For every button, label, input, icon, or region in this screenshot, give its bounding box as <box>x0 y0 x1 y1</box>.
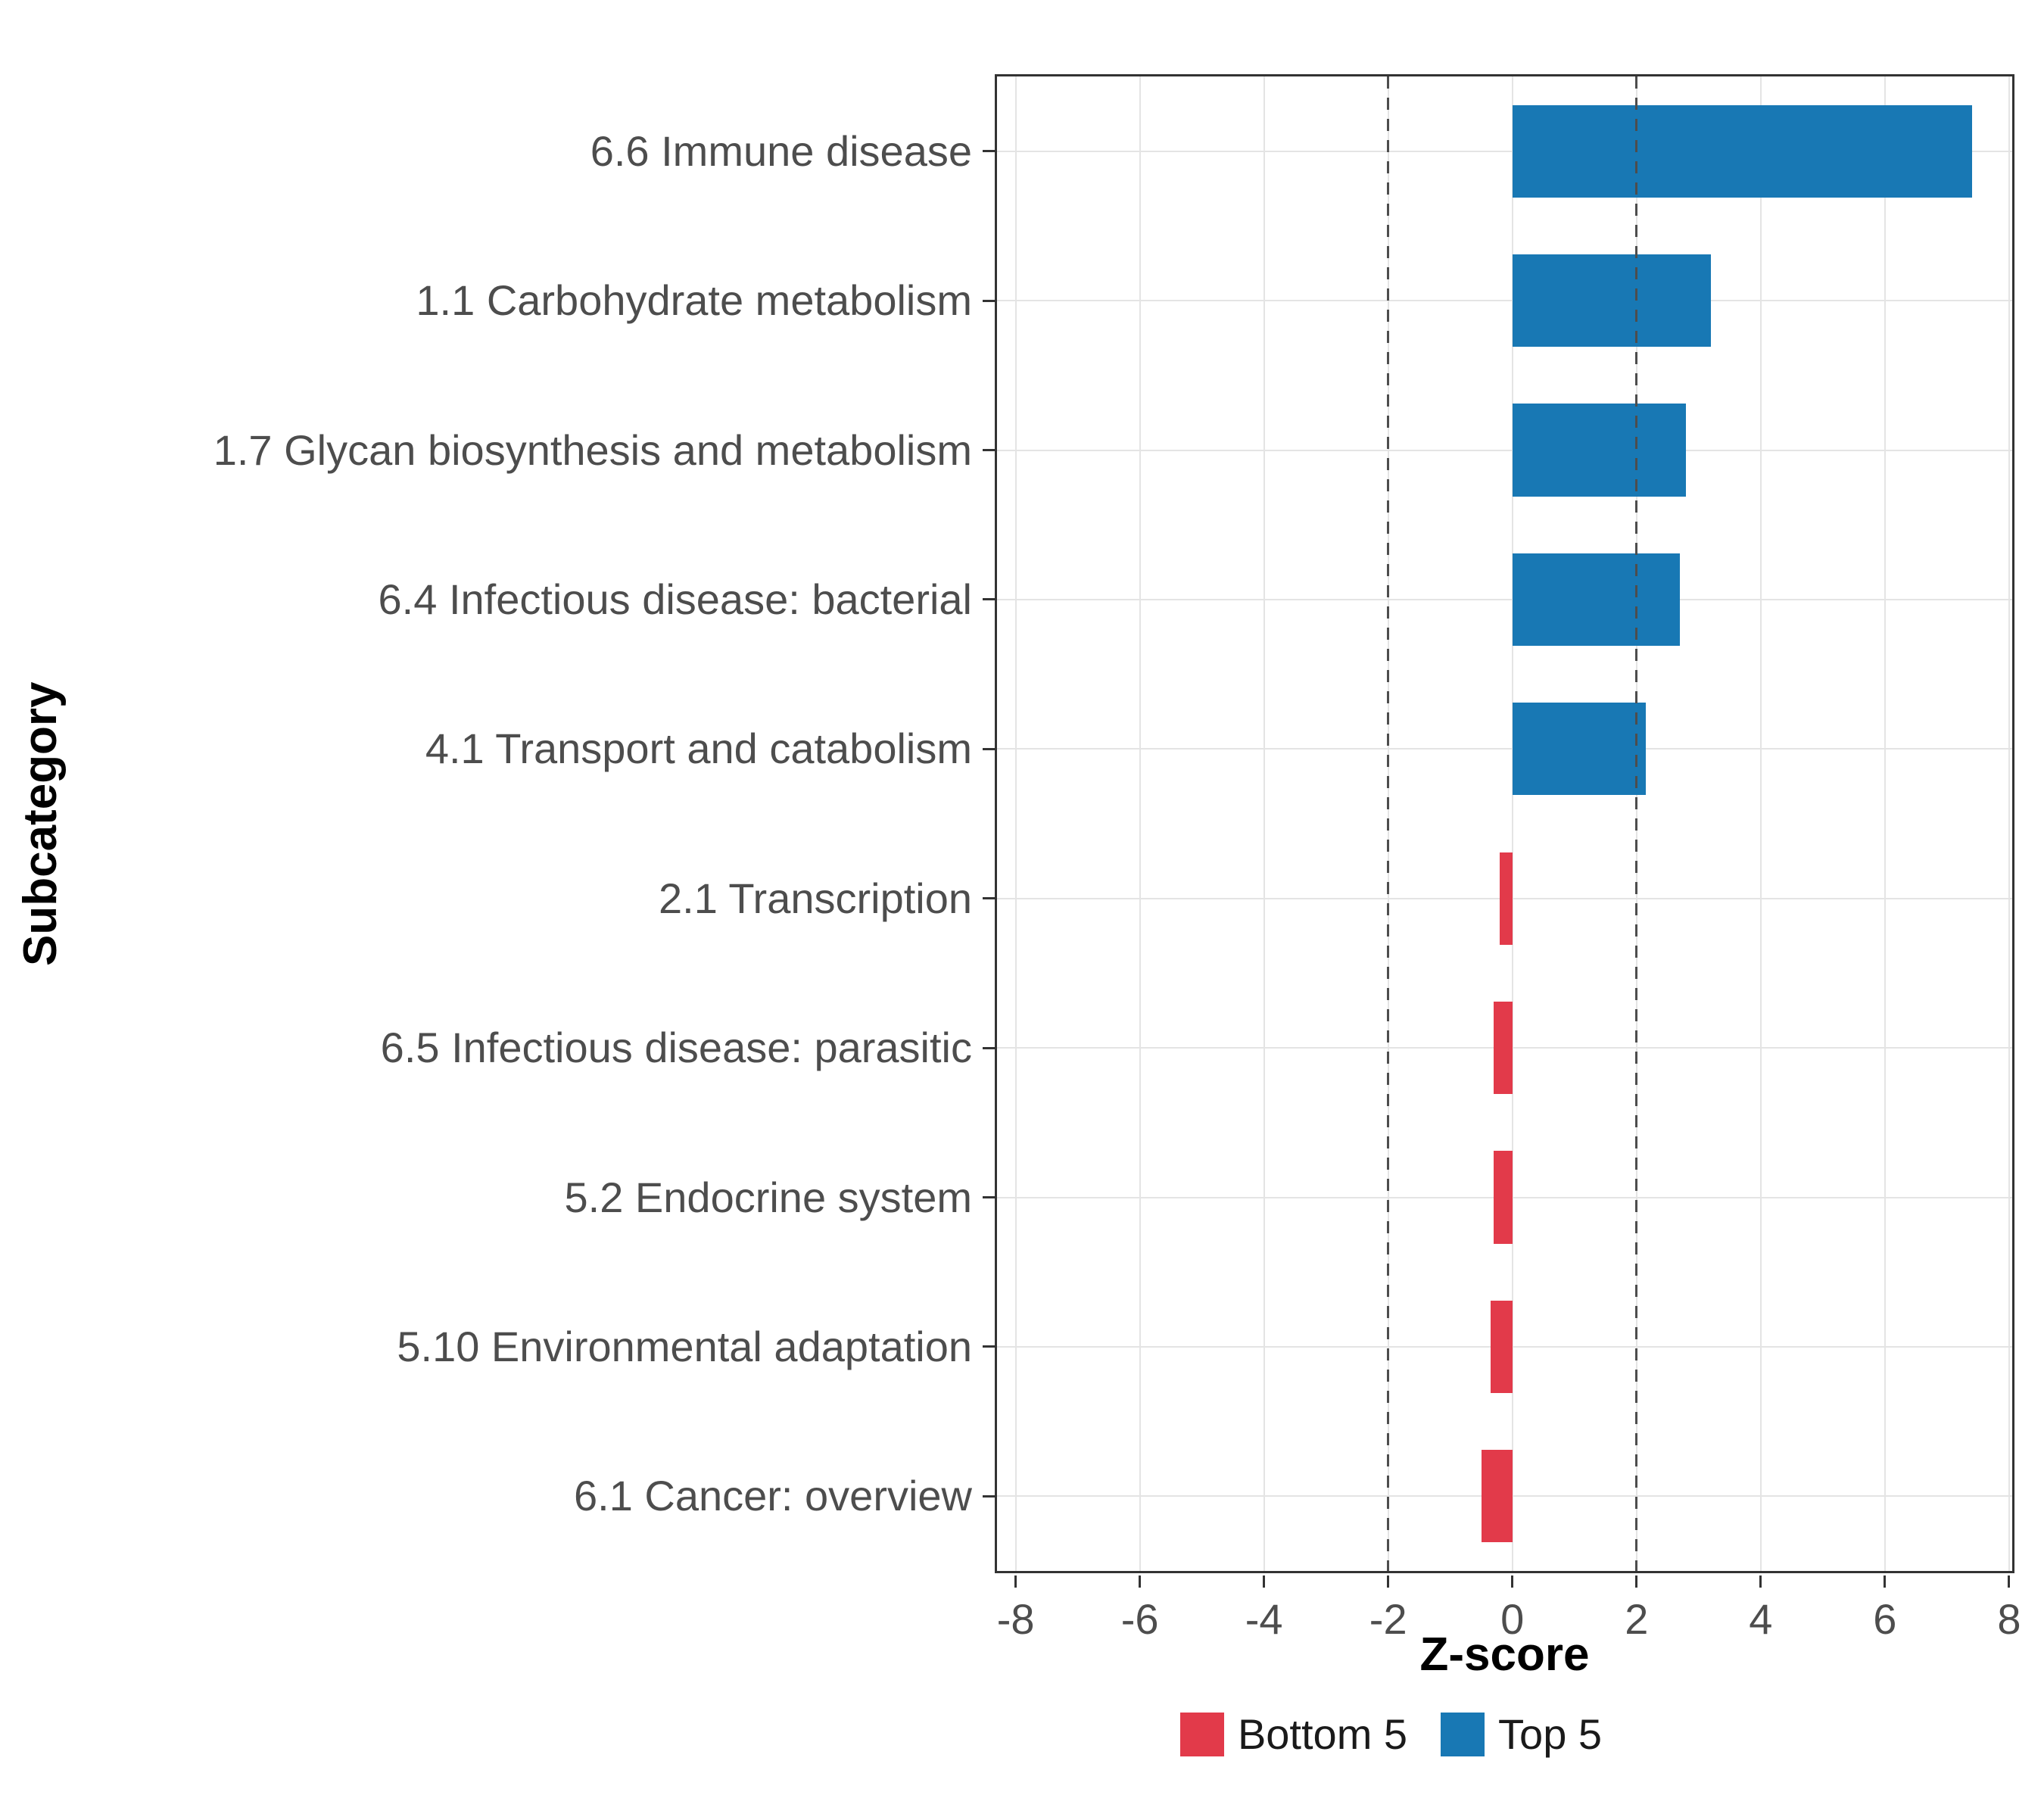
x-gridline <box>1014 76 1017 1571</box>
y-tick-label: 6.1 Cancer: overview <box>573 1472 972 1520</box>
y-tick-label: 5.2 Endocrine system <box>564 1173 972 1221</box>
y-tick-mark <box>983 150 995 153</box>
y-gridline <box>997 598 2012 600</box>
x-tick-label: 6 <box>1873 1595 1897 1643</box>
x-tick-mark <box>1263 1575 1266 1588</box>
y-tick-label: 5.10 Environmental adaptation <box>397 1322 972 1370</box>
x-gridline <box>1139 76 1141 1571</box>
bar <box>1512 404 1687 497</box>
y-tick-label: 1.7 Glycan biosynthesis and metabolism <box>213 425 972 474</box>
y-tick-mark <box>983 747 995 750</box>
y-gridline <box>997 300 2012 302</box>
bar <box>1491 1300 1513 1394</box>
x-tick-label: -2 <box>1369 1595 1407 1643</box>
y-tick-mark <box>983 449 995 451</box>
x-gridline <box>2008 76 2010 1571</box>
bar <box>1512 254 1712 348</box>
y-tick-label: 4.1 Transport and catabolism <box>425 725 972 773</box>
x-tick-mark <box>1635 1575 1638 1588</box>
y-tick-mark <box>983 1196 995 1198</box>
x-tick-mark <box>2008 1575 2011 1588</box>
bar <box>1494 1151 1513 1244</box>
legend-color-swatch <box>1441 1712 1485 1756</box>
y-tick-mark <box>983 1494 995 1498</box>
x-tick-label: 2 <box>1625 1595 1649 1643</box>
y-tick-label: 6.4 Infectious disease: bacterial <box>378 575 972 623</box>
plot-panel <box>995 74 2014 1573</box>
x-gridline <box>1884 76 1886 1571</box>
x-tick-label: -6 <box>1120 1595 1159 1643</box>
reference-line <box>1387 76 1390 1571</box>
y-tick-mark <box>983 299 995 302</box>
x-axis-title: Z-score <box>1419 1628 1590 1681</box>
x-tick-mark <box>1139 1575 1142 1588</box>
bar <box>1481 1450 1513 1543</box>
x-tick-label: -8 <box>996 1595 1035 1643</box>
x-tick-mark <box>1387 1575 1390 1588</box>
y-tick-mark <box>983 1046 995 1049</box>
x-gridline <box>1759 76 1762 1571</box>
bar <box>1512 104 1972 198</box>
legend-item: Top 5 <box>1441 1709 1602 1759</box>
reference-line <box>1635 76 1638 1571</box>
y-tick-mark <box>983 897 995 900</box>
bar <box>1500 852 1513 945</box>
x-gridline <box>1511 76 1513 1571</box>
y-tick-mark <box>983 598 995 601</box>
x-tick-mark <box>1759 1575 1762 1588</box>
bar <box>1512 703 1647 796</box>
y-gridline <box>997 449 2012 451</box>
x-tick-mark <box>1014 1575 1017 1588</box>
x-tick-label: -4 <box>1245 1595 1283 1643</box>
y-tick-mark <box>983 1345 995 1348</box>
legend: Bottom 5 Top 5 <box>768 1709 2014 1759</box>
bar <box>1494 1001 1513 1095</box>
y-tick-label: 2.1 Transcription <box>659 874 972 922</box>
x-tick-mark <box>1511 1575 1514 1588</box>
y-gridline <box>997 748 2012 750</box>
y-tick-label: 1.1 Carbohydrate metabolism <box>416 276 972 325</box>
legend-color-swatch <box>1179 1712 1224 1756</box>
legend-label: Top 5 <box>1498 1710 1603 1758</box>
y-gridline <box>997 150 2012 152</box>
bar <box>1512 553 1681 647</box>
x-tick-label: 0 <box>1500 1595 1525 1643</box>
x-tick-mark <box>1884 1575 1887 1588</box>
legend-item: Bottom 5 <box>1179 1709 1408 1759</box>
x-gridline <box>1263 76 1265 1571</box>
y-tick-label: 6.6 Immune disease <box>590 126 972 175</box>
legend-label: Bottom 5 <box>1237 1710 1408 1758</box>
y-tick-label: 6.5 Infectious disease: parasitic <box>380 1024 972 1072</box>
x-tick-label: 8 <box>1997 1595 2021 1643</box>
x-tick-label: 4 <box>1749 1595 1773 1643</box>
